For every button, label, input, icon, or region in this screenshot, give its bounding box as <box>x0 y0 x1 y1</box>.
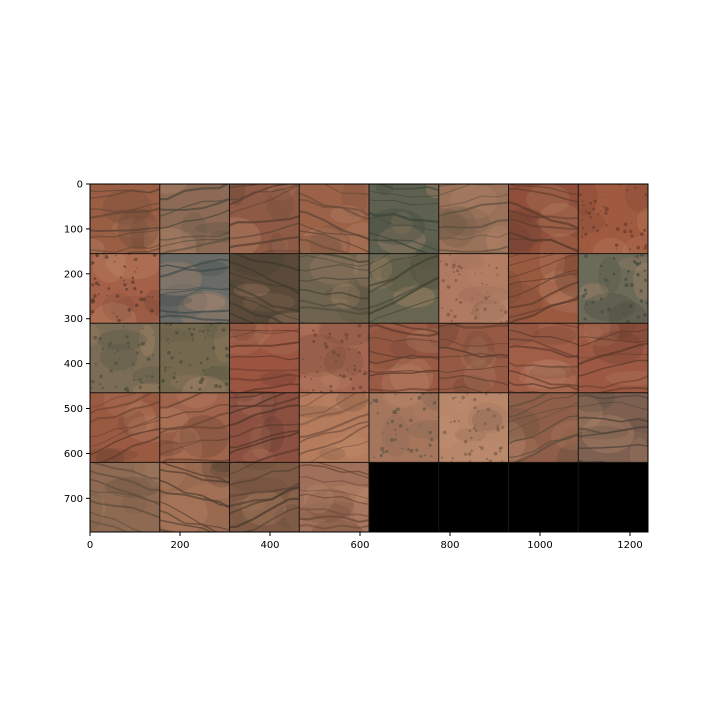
y-tick-label: 0 <box>77 180 83 191</box>
image-tile <box>299 253 369 324</box>
image-tile <box>369 323 439 393</box>
image-tile <box>578 323 648 393</box>
image-tile <box>438 253 509 324</box>
x-tick-label: 0 <box>87 540 93 551</box>
image-tile <box>299 184 369 254</box>
y-tick-label: 200 <box>64 269 83 280</box>
image-tile <box>299 392 369 463</box>
image-tile <box>578 392 648 463</box>
image-tile <box>229 323 300 393</box>
image-tile <box>508 184 579 254</box>
image-tile <box>159 323 230 393</box>
image-tile <box>90 392 160 463</box>
image-tile <box>229 462 300 532</box>
x-tick-label: 400 <box>260 540 279 551</box>
image-tile <box>508 392 579 463</box>
y-tick-label: 500 <box>64 404 83 415</box>
x-tick-label: 600 <box>350 540 369 551</box>
image-frame <box>89 183 649 533</box>
image-tile <box>229 253 300 324</box>
image-tile <box>438 323 509 393</box>
tile-borders <box>90 184 648 532</box>
y-tick-label: 300 <box>64 314 83 325</box>
image-tile <box>369 392 439 463</box>
image-tile <box>299 462 369 532</box>
image-tile <box>90 323 160 393</box>
image-tile <box>508 323 579 393</box>
image-tile <box>159 253 230 324</box>
image-tile <box>159 462 230 532</box>
image-tile <box>508 253 579 324</box>
image-tile <box>159 392 230 463</box>
x-tick-label: 800 <box>440 540 459 551</box>
image-tile <box>578 184 648 254</box>
y-tick-label: 700 <box>64 494 83 505</box>
image-tile <box>578 253 648 324</box>
image-tile <box>159 184 230 254</box>
x-tick-label: 1000 <box>527 540 552 551</box>
image-tile <box>438 184 509 254</box>
tile-grid <box>90 184 648 532</box>
image-tile <box>90 184 160 254</box>
image-tile <box>229 392 300 463</box>
x-tick-label: 200 <box>170 540 189 551</box>
y-tick-label: 600 <box>64 449 83 460</box>
x-tick-label: 1200 <box>617 540 642 551</box>
image-tile <box>369 184 439 254</box>
x-axis: 0 200 400 600 800 1000 1200 <box>87 532 643 551</box>
image-tile <box>90 462 160 532</box>
image-tile <box>229 184 300 254</box>
y-tick-label: 400 <box>64 359 83 370</box>
y-tick-label: 100 <box>64 224 83 235</box>
image-tile <box>90 253 160 324</box>
y-axis: 0 100 200 300 400 500 600 700 <box>64 180 90 505</box>
image-tile <box>299 323 369 393</box>
image-tile <box>438 392 509 463</box>
image-tile <box>369 253 439 324</box>
